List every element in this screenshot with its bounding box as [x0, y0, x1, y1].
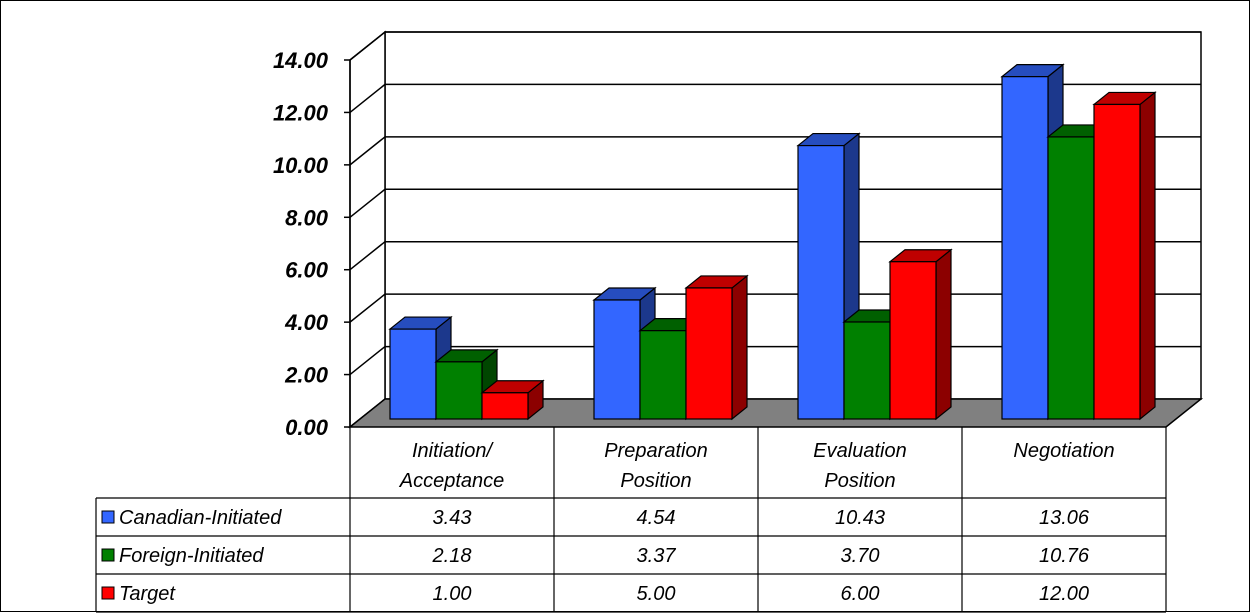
x-category-label: Preparation Position	[604, 440, 707, 492]
y-tick-label: 10.00	[273, 153, 329, 178]
y-tick-label: 8.00	[285, 205, 329, 230]
series-name: Target	[119, 583, 176, 605]
x-category-label: Initiation/Acceptance	[399, 440, 505, 492]
bar	[843, 321, 891, 420]
series-name: Canadian-Initiated	[119, 507, 282, 529]
data-label: 1.00	[433, 583, 472, 605]
x-category-label: Negotiation	[1013, 440, 1114, 462]
data-label: 3.70	[841, 545, 880, 567]
bar	[389, 328, 437, 420]
bar-side	[1139, 91, 1156, 421]
data-label: 2.18	[432, 545, 472, 567]
side-wall	[349, 30, 386, 429]
bar	[1047, 136, 1095, 420]
legend-key	[101, 586, 115, 600]
bar	[889, 261, 937, 420]
data-label: 6.00	[841, 583, 880, 605]
y-tick-label: 0.00	[285, 415, 329, 440]
y-tick-label: 6.00	[285, 258, 329, 283]
gridline	[349, 83, 1201, 114]
data-label: 10.43	[835, 507, 885, 529]
bar	[685, 287, 733, 420]
bar	[435, 361, 483, 420]
bar	[1093, 103, 1141, 420]
x-category-label: Evaluation Position	[813, 440, 906, 492]
legend-key	[101, 548, 115, 562]
gridline	[349, 240, 1201, 271]
y-tick-label: 2.00	[284, 363, 329, 388]
gridline	[349, 136, 1201, 166]
bar	[639, 330, 687, 420]
bar	[1001, 76, 1049, 420]
data-label: 3.37	[637, 545, 677, 567]
y-tick-label: 12.00	[273, 100, 329, 125]
bar-side	[731, 274, 748, 421]
bar	[593, 299, 641, 420]
data-label: 10.76	[1039, 545, 1090, 567]
gridline	[349, 188, 1201, 218]
chart-floor	[347, 398, 1204, 428]
series-name: Foreign-Initiated	[119, 545, 264, 567]
y-tick-label: 14.00	[273, 48, 329, 73]
bar	[481, 392, 529, 420]
gridline	[349, 31, 1201, 61]
data-label: 5.00	[637, 583, 676, 605]
bar	[797, 144, 845, 420]
data-label: 3.43	[433, 507, 472, 529]
bar-side	[935, 248, 952, 421]
data-label: 13.06	[1039, 507, 1090, 529]
data-label: 12.00	[1039, 583, 1089, 605]
data-label: 4.54	[637, 507, 676, 529]
y-tick-label: 4.00	[284, 310, 329, 335]
legend-key	[101, 510, 115, 524]
